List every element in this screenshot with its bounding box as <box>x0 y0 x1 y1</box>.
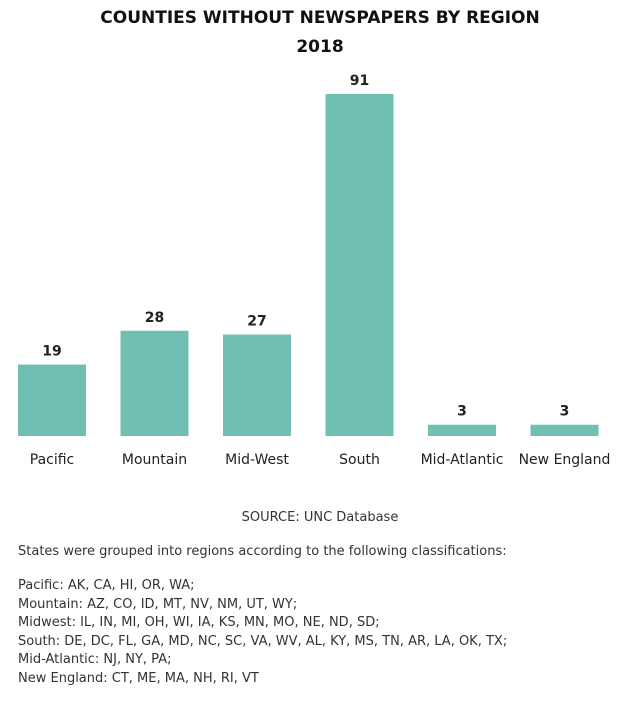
bar-mountain <box>120 330 189 436</box>
classification-notes: States were grouped into regions accordi… <box>18 544 633 688</box>
chart-title: COUNTIES WITHOUT NEWSPAPERS BY REGION <box>100 8 540 28</box>
data-label: 3 <box>457 404 467 420</box>
classification-pacific: Pacific: AK, CA, HI, OR, WA; <box>18 578 195 593</box>
source-note: SOURCE: UNC Database <box>241 510 399 525</box>
category-label: South <box>339 452 380 468</box>
category-label: New England <box>519 452 611 468</box>
classification-mountain: Mountain: AZ, CO, ID, MT, NV, NM, UT, WY… <box>18 596 298 612</box>
bar-new-england <box>530 424 599 436</box>
data-label: 27 <box>247 314 266 330</box>
bar-pacific <box>18 364 86 436</box>
bar-mid-atlantic <box>428 424 496 436</box>
bar-south <box>325 94 394 436</box>
classification-midwest: Midwest: IL, IN, MI, OH, WI, IA, KS, MN,… <box>18 615 380 630</box>
category-label: Mid-Atlantic <box>421 452 504 468</box>
data-label: 91 <box>350 73 369 89</box>
bar-mid-west <box>223 334 291 436</box>
data-label: 19 <box>42 344 61 360</box>
classification-mid-atlantic: Mid-Atlantic: NJ, NY, PA; <box>18 652 172 667</box>
bar-chart: 19 Pacific 28 Mountain 27 Mid-West 91 South 3 Mid… <box>18 73 611 468</box>
data-label: 28 <box>145 310 164 326</box>
category-label: Pacific <box>30 452 75 468</box>
chart-subtitle-year: 2018 <box>296 37 344 57</box>
classification-south: South: DE, DC, FL, GA, MD, NC, SC, VA, W… <box>18 633 508 649</box>
data-label: 3 <box>560 404 570 420</box>
classification-list: Pacific: AK, CA, HI, OR, WA; Mountain: A… <box>18 577 633 688</box>
category-label: Mid-West <box>225 452 289 468</box>
category-label: Mountain <box>122 452 187 468</box>
classification-new-england: New England: CT, ME, MA, NH, RI, VT <box>18 670 259 686</box>
classification-intro: States were grouped into regions accordi… <box>18 544 507 559</box>
